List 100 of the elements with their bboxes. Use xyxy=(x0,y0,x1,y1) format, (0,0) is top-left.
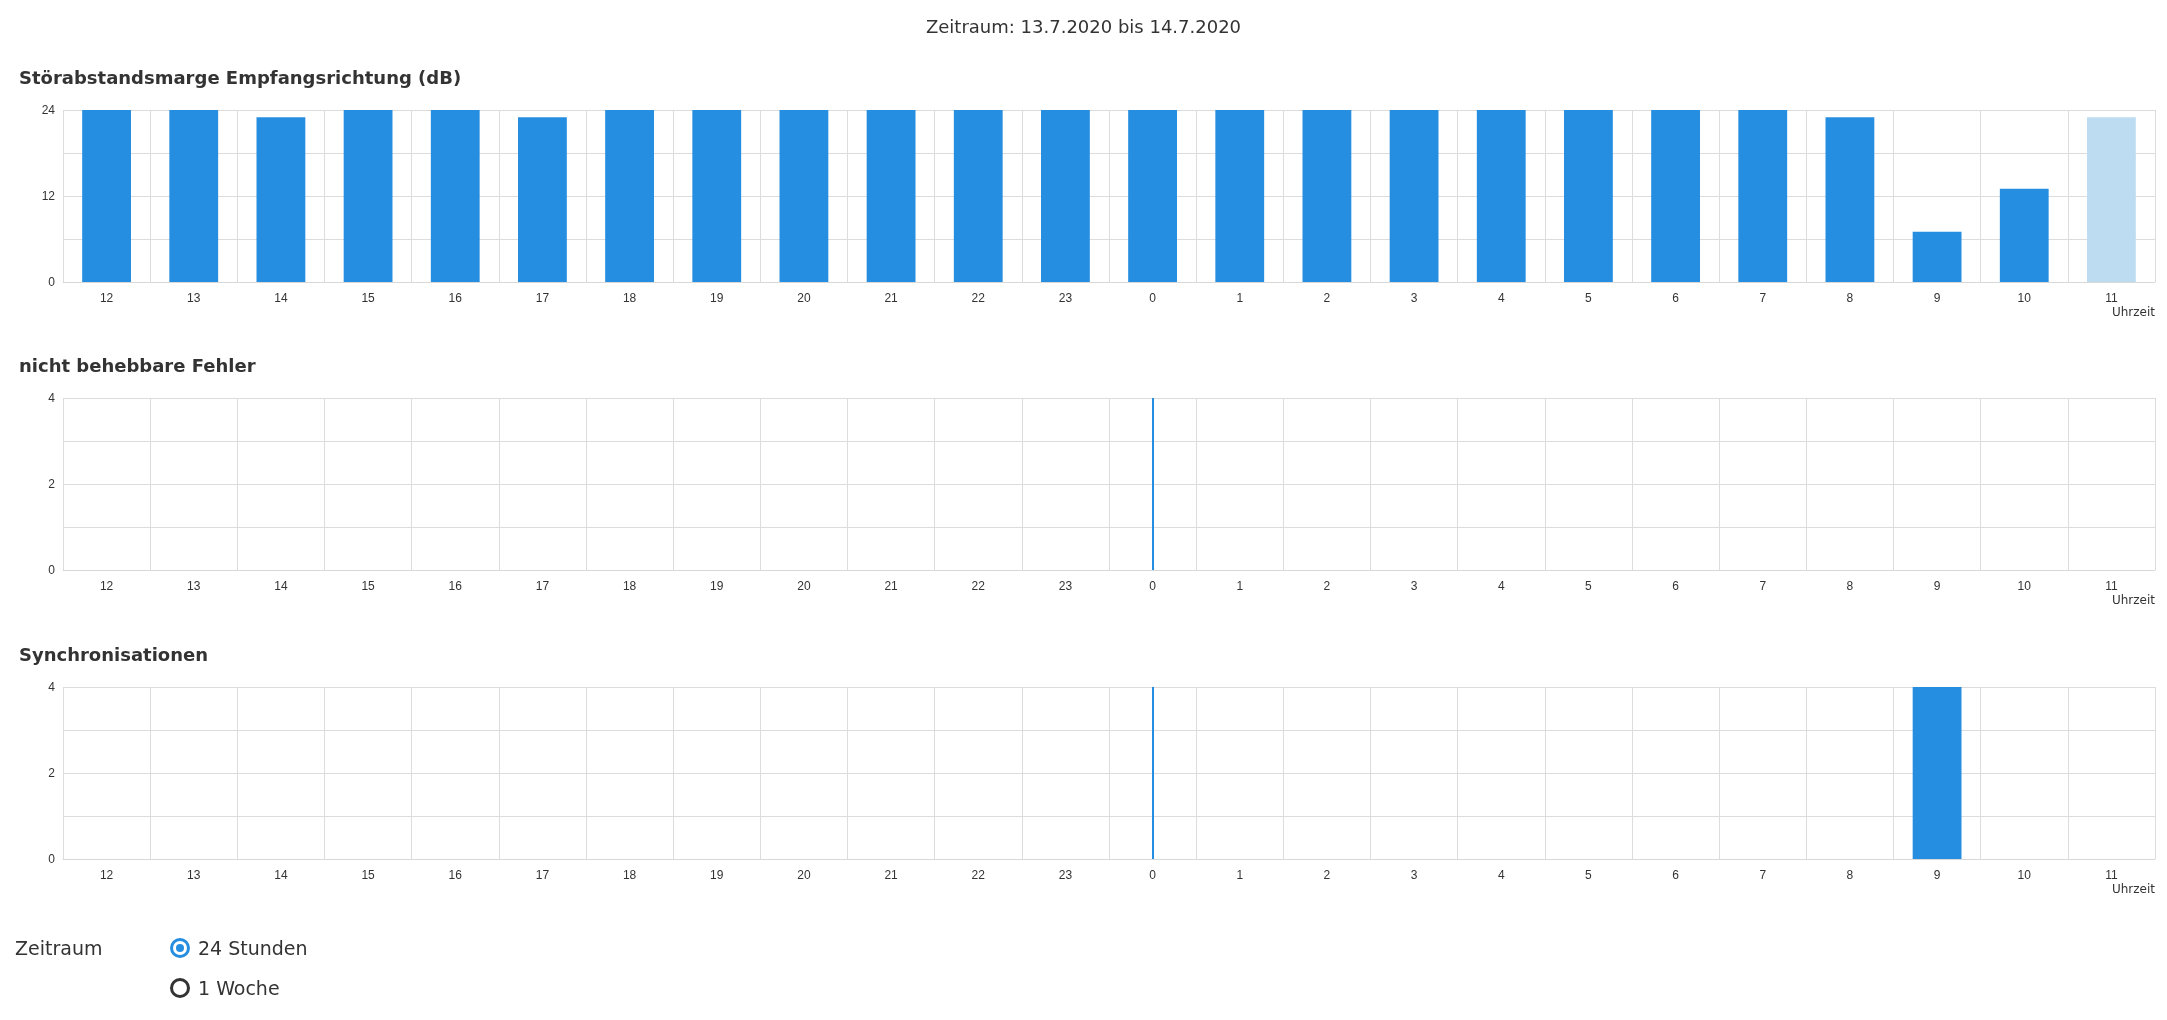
x-tick-label: 7 xyxy=(1759,291,1767,305)
bar xyxy=(692,110,742,282)
x-tick-label: 19 xyxy=(710,291,724,305)
x-tick-label: 6 xyxy=(1672,291,1680,305)
x-tick-label: 11 xyxy=(2105,868,2118,882)
bar xyxy=(256,117,306,282)
x-tick-label: 18 xyxy=(622,291,637,305)
x-tick-label: 23 xyxy=(1058,291,1073,305)
x-tick-label: 13 xyxy=(187,868,201,882)
x-tick-label: 10 xyxy=(2017,868,2032,882)
x-tick-label: 2 xyxy=(1323,868,1331,882)
bar xyxy=(1999,188,2049,282)
x-tick-label: 11 xyxy=(2105,579,2118,593)
x-tick-label: 9 xyxy=(1933,291,1941,305)
bar xyxy=(2087,117,2136,282)
x-tick-label: 3 xyxy=(1410,579,1418,593)
x-tick-label: 14 xyxy=(274,291,288,305)
x-tick-label: 23 xyxy=(1058,579,1073,593)
x-tick-label: 16 xyxy=(448,868,463,882)
y-tick-label: 4 xyxy=(48,391,56,405)
x-tick-label: 0 xyxy=(1149,291,1157,305)
text: Zeitraum: 13.7.2020 bis 14.7.2020 xyxy=(924,15,1243,37)
x-tick-label: 3 xyxy=(1410,868,1418,882)
x-axis-title: Uhrzeit xyxy=(2111,882,2156,896)
y-tick-label: 2 xyxy=(48,766,56,780)
x-tick-label: 12 xyxy=(99,868,114,882)
text: Zeitraum xyxy=(15,937,103,959)
x-tick-label: 7 xyxy=(1759,579,1767,593)
bar xyxy=(1651,110,1700,282)
bar xyxy=(866,110,916,282)
text: 24 Stunden xyxy=(198,937,308,959)
y-tick-label: 0 xyxy=(48,852,56,866)
x-tick-label: 17 xyxy=(535,291,550,305)
x-tick-label: 12 xyxy=(99,579,114,593)
x-tick-label: 22 xyxy=(971,291,986,305)
x-tick-label: 20 xyxy=(797,291,811,305)
x-tick-label: 18 xyxy=(622,579,637,593)
x-tick-label: 8 xyxy=(1846,291,1854,305)
chart-title: Störabstandsmarge Empfangsrichtung (dB) xyxy=(19,66,462,88)
bar xyxy=(169,110,219,282)
x-tick-label: 23 xyxy=(1058,868,1073,882)
x-tick-label: 19 xyxy=(710,868,724,882)
x-tick-label: 9 xyxy=(1933,579,1941,593)
x-tick-label: 1 xyxy=(1236,291,1244,305)
bar xyxy=(82,110,131,282)
bar xyxy=(1215,110,1265,282)
bar xyxy=(343,110,393,282)
x-tick-label: 7 xyxy=(1759,868,1767,882)
x-tick-label: 11 xyxy=(2105,291,2118,305)
x-tick-label: 4 xyxy=(1497,291,1505,305)
x-tick-label: 15 xyxy=(361,291,376,305)
bar xyxy=(1389,110,1439,282)
bar xyxy=(1041,110,1090,282)
x-tick-label: 16 xyxy=(448,579,463,593)
chart-title: Synchronisationen xyxy=(19,643,209,665)
bar xyxy=(430,110,480,282)
bar xyxy=(1912,231,1962,282)
y-tick-label: 0 xyxy=(48,563,56,577)
x-tick-label: 17 xyxy=(535,868,550,882)
x-tick-label: 6 xyxy=(1672,868,1680,882)
x-tick-label: 8 xyxy=(1846,868,1854,882)
x-axis-title: Uhrzeit xyxy=(2111,593,2156,607)
x-tick-label: 13 xyxy=(187,291,201,305)
x-tick-label: 20 xyxy=(797,868,811,882)
x-tick-label: 20 xyxy=(797,579,811,593)
x-tick-label: 17 xyxy=(535,579,550,593)
x-tick-label: 0 xyxy=(1149,868,1157,882)
x-tick-label: 9 xyxy=(1933,868,1941,882)
x-tick-label: 14 xyxy=(274,868,288,882)
x-tick-label: 1 xyxy=(1236,868,1244,882)
x-tick-label: 10 xyxy=(2017,579,2032,593)
x-tick-label: 6 xyxy=(1672,579,1680,593)
x-tick-label: 22 xyxy=(971,868,986,882)
x-tick-label: 14 xyxy=(274,579,288,593)
y-tick-label: 12 xyxy=(41,189,56,203)
bar xyxy=(1476,110,1526,282)
x-tick-label: 1 xyxy=(1236,579,1244,593)
bar xyxy=(1825,117,1875,282)
x-tick-label: 4 xyxy=(1497,579,1505,593)
chart-title: nicht behebbare Fehler xyxy=(19,354,256,376)
bar xyxy=(1128,110,1177,282)
x-tick-label: 15 xyxy=(361,579,376,593)
x-tick-label: 15 xyxy=(361,868,376,882)
x-axis-title: Uhrzeit xyxy=(2111,305,2156,319)
x-tick-label: 0 xyxy=(1149,579,1157,593)
x-tick-label: 10 xyxy=(2017,291,2032,305)
x-tick-label: 21 xyxy=(884,579,899,593)
x-tick-label: 2 xyxy=(1323,291,1331,305)
x-tick-label: 22 xyxy=(971,579,986,593)
x-tick-label: 5 xyxy=(1585,868,1593,882)
x-tick-label: 19 xyxy=(710,579,724,593)
y-tick-label: 2 xyxy=(48,477,56,491)
text: 1 Woche xyxy=(198,977,280,999)
x-tick-label: 2 xyxy=(1323,579,1331,593)
y-tick-label: 24 xyxy=(41,103,56,117)
x-tick-label: 3 xyxy=(1410,291,1418,305)
y-tick-label: 4 xyxy=(48,680,56,694)
y-tick-label: 0 xyxy=(48,275,56,289)
x-tick-label: 4 xyxy=(1497,868,1505,882)
x-tick-label: 21 xyxy=(884,291,899,305)
